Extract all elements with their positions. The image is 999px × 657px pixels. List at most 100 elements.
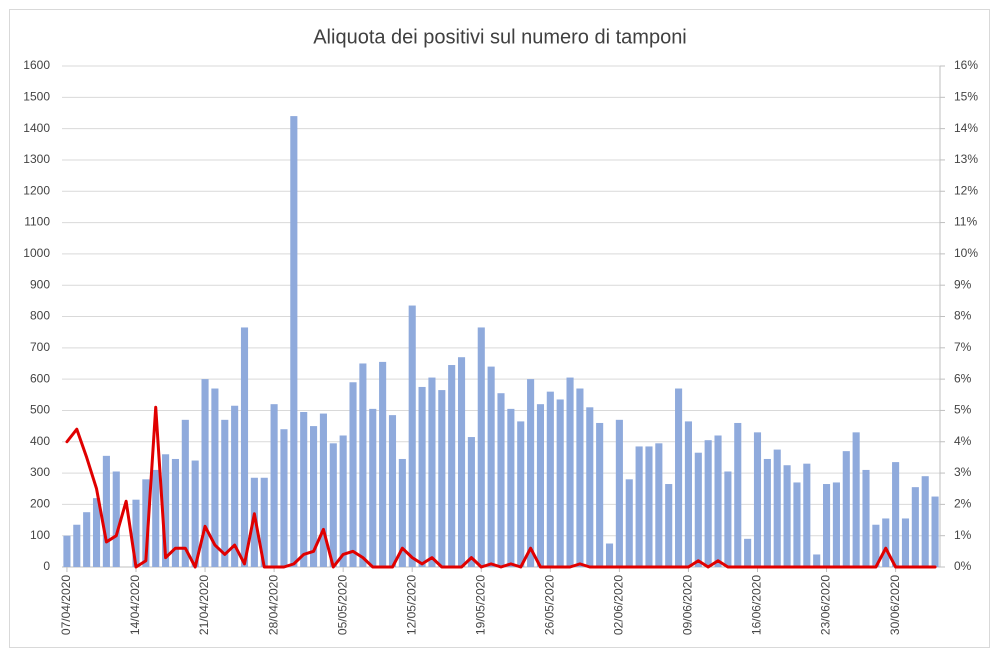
x-tick-label: 07/04/2020 [59, 575, 73, 635]
bar [211, 388, 219, 567]
chart-title: Aliquota dei positivi sul numero di tamp… [313, 26, 687, 48]
bar [625, 479, 633, 567]
bar [783, 465, 791, 567]
bar [467, 437, 475, 567]
bar [487, 366, 495, 567]
bar [536, 404, 545, 567]
bar [546, 391, 554, 567]
bar [270, 404, 278, 567]
bar [645, 446, 653, 567]
bar [517, 421, 525, 567]
y2-tick-label: 8% [954, 309, 972, 323]
bar [349, 382, 357, 567]
y-tick-label: 0 [43, 559, 50, 573]
bar [379, 361, 387, 567]
bar [892, 462, 900, 567]
y-tick-label: 1400 [23, 121, 50, 135]
bar [527, 379, 535, 567]
bar [675, 388, 683, 567]
y2-tick-label: 3% [954, 465, 972, 479]
bar [753, 432, 762, 567]
bar [822, 484, 831, 567]
x-tick-label: 21/04/2020 [197, 575, 211, 635]
bar [428, 377, 436, 567]
bar [290, 116, 298, 567]
bar [931, 496, 939, 567]
bar [694, 452, 702, 567]
bar [477, 327, 485, 567]
bar [803, 463, 811, 567]
bar [63, 535, 71, 567]
bar [507, 408, 515, 567]
bar [408, 305, 416, 567]
bar [605, 543, 614, 567]
y2-tick-label: 6% [954, 371, 972, 385]
bar [438, 390, 446, 567]
y2-tick-label: 5% [954, 403, 972, 417]
line [65, 405, 937, 569]
bar [92, 498, 101, 567]
bar [388, 415, 397, 567]
bar [665, 484, 673, 567]
bar [704, 440, 712, 567]
bar [744, 538, 752, 567]
bar [398, 458, 406, 567]
bar [112, 471, 120, 567]
bar [83, 512, 91, 567]
y2-tick-label: 12% [954, 183, 978, 197]
y-tick-label: 1600 [23, 58, 50, 72]
bar [586, 407, 594, 567]
x-tick-label: 30/06/2020 [888, 575, 902, 635]
y-tick-label: 1000 [23, 246, 50, 260]
x-tick-label: 23/06/2020 [819, 575, 833, 635]
x-tick-label: 02/06/2020 [612, 575, 626, 635]
bar [734, 422, 742, 567]
x-tick-label: 14/04/2020 [128, 575, 142, 635]
bar [310, 426, 318, 567]
bar [566, 377, 574, 567]
bar [73, 524, 81, 567]
bar [842, 451, 850, 567]
bar [319, 413, 327, 567]
bar [448, 365, 456, 567]
bar [497, 393, 505, 567]
bar [280, 429, 288, 567]
bar [872, 524, 880, 567]
y-tick-label: 100 [30, 528, 50, 542]
bar [162, 454, 170, 567]
x-tick-label: 19/05/2020 [473, 575, 487, 635]
y2-tick-label: 2% [954, 497, 972, 511]
y2-tick-label: 9% [954, 277, 972, 291]
bar [576, 388, 584, 567]
y-tick-label: 300 [30, 465, 50, 479]
y-tick-label: 1500 [23, 89, 50, 103]
x-tick-label: 05/05/2020 [335, 575, 349, 635]
bar [339, 435, 347, 567]
bar [852, 432, 860, 567]
y-tick-label: 1200 [23, 183, 50, 197]
bar [655, 443, 663, 567]
bar [300, 412, 308, 567]
y2-tick-label: 7% [954, 340, 972, 354]
bar [596, 422, 604, 567]
y-tick-label: 500 [30, 403, 50, 417]
bar [171, 458, 180, 567]
y2-tick-label: 1% [954, 528, 972, 542]
bar [457, 357, 466, 567]
y2-tick-label: 10% [954, 246, 978, 260]
x-tick-label: 12/05/2020 [404, 575, 418, 635]
bar [921, 476, 929, 567]
bar [369, 408, 377, 567]
y-tick-label: 1100 [24, 215, 50, 229]
bar [911, 487, 919, 567]
bar [684, 421, 692, 567]
bar [142, 479, 150, 567]
y2-tick-label: 16% [954, 58, 978, 72]
y-tick-label: 700 [30, 340, 50, 354]
bar [813, 554, 821, 567]
bar [132, 499, 140, 567]
y-tick-label: 400 [30, 434, 50, 448]
y2-tick-label: 4% [954, 434, 972, 448]
bar [191, 460, 199, 567]
